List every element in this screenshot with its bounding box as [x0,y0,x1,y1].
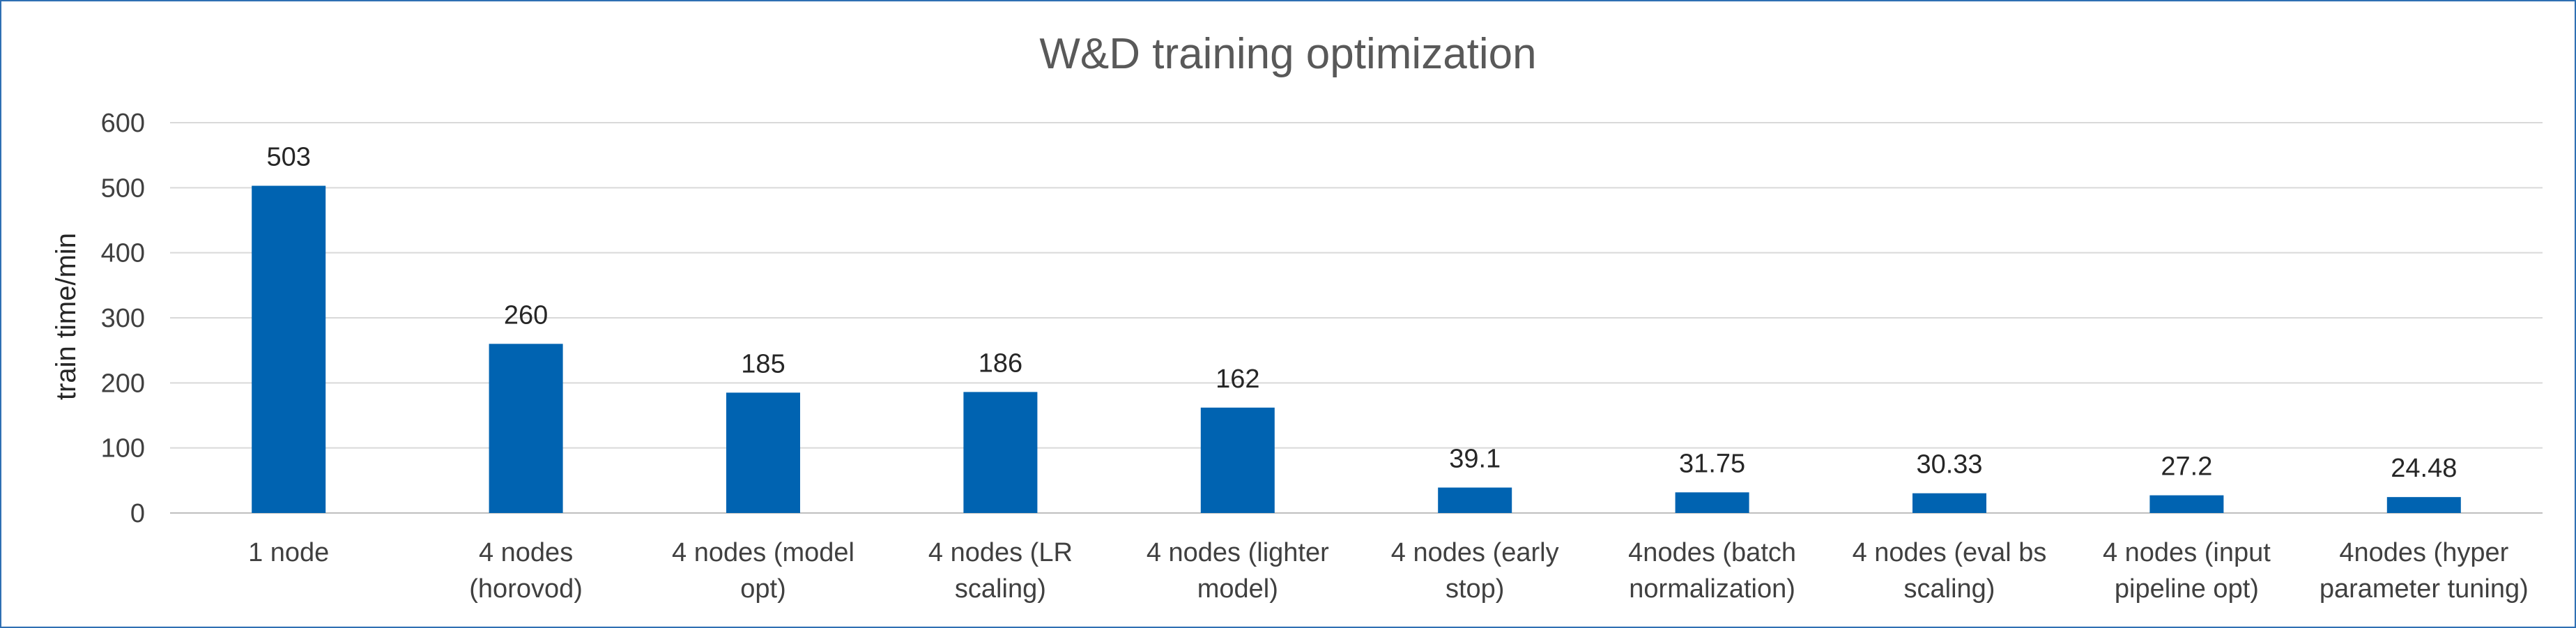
bar [1912,493,1986,513]
y-tick-label: 100 [101,434,145,464]
y-axis-ticks: 0 100 200 300 400 500 600 [101,109,145,528]
x-category-label: 1 node [248,538,329,567]
data-label: 503 [266,143,310,172]
y-tick-label: 300 [101,304,145,333]
data-label: 39.1 [1449,445,1501,474]
chart-title: W&D training optimization [1039,30,1536,78]
gridlines [170,122,2543,514]
data-labels: 503 260 185 186 162 39.1 31.75 30.33 27.2 24.48 [266,143,2457,484]
y-tick-label: 200 [101,369,145,398]
data-label: 30.33 [1916,450,1982,480]
x-category-label: 4nodes (hyper parameter tuning) [2320,538,2529,604]
bar [1675,492,1749,513]
x-category-label: 4 nodes (model opt) [672,538,854,604]
data-label: 162 [1216,365,1259,394]
data-label: 24.48 [2391,454,2457,483]
data-label: 185 [741,349,785,378]
data-label: 260 [504,300,548,330]
bar [1438,487,1512,513]
x-category-label: 4 nodes (LR scaling) [928,538,1073,604]
x-category-label: 4 nodes (horovod) [469,538,583,604]
bar [489,344,563,513]
x-category-label: 4nodes (batch normalization) [1628,538,1796,604]
data-label: 186 [979,349,1022,378]
y-tick-label: 0 [130,499,145,528]
x-category-label: 4 nodes (input pipeline opt) [2103,538,2271,604]
bar [2149,495,2224,513]
bar [252,185,326,513]
data-label: 31.75 [1679,449,1745,478]
x-axis-categories: 1 node 4 nodes (horovod) 4 nodes (model opt)… [248,538,2529,604]
y-tick-label: 400 [101,239,145,268]
x-category-label: 4 nodes (eval bs scaling) [1853,538,2047,604]
bar [726,392,800,513]
y-tick-label: 500 [101,174,145,203]
data-label: 27.2 [2161,452,2212,482]
bar [2386,497,2461,513]
bar [963,392,1038,513]
bar [1200,407,1275,513]
bars [252,185,2461,513]
x-category-label: 4 nodes (lighter model) [1147,538,1329,604]
y-axis-title: train time/min [51,233,82,400]
y-tick-label: 600 [101,109,145,138]
x-category-label: 4 nodes (early stop) [1391,538,1559,604]
